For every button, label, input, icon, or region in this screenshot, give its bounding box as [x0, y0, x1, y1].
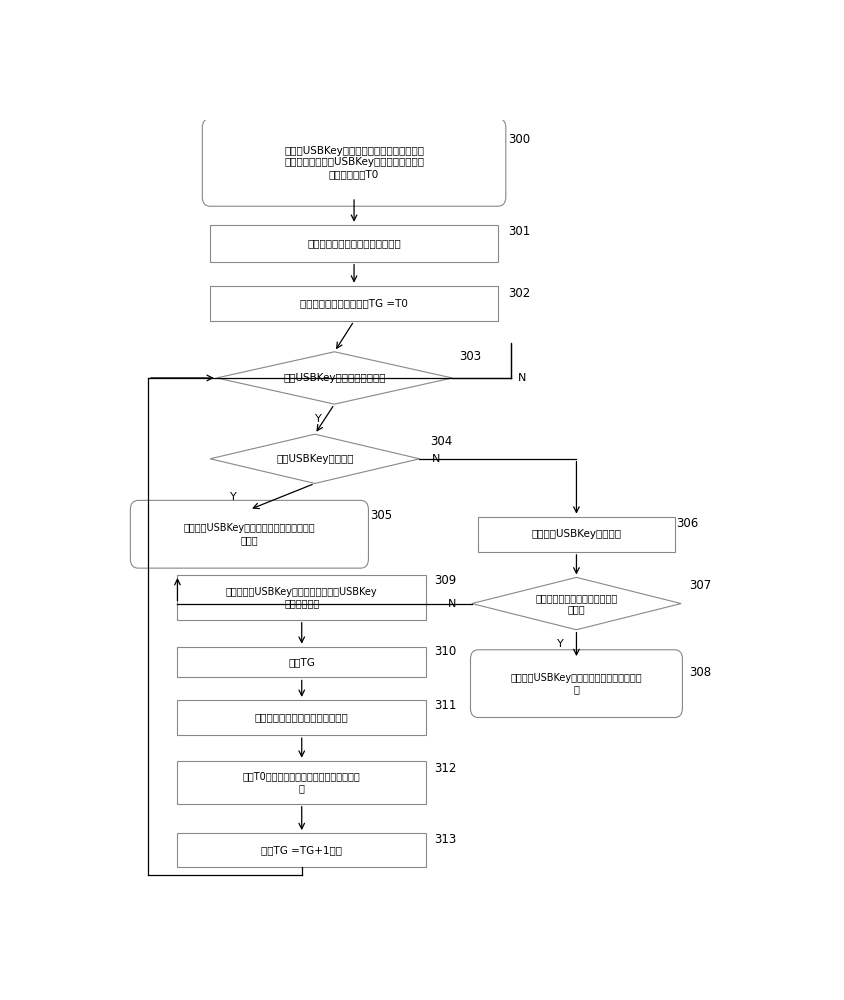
Bar	[210, 286, 498, 321]
Text: 307: 307	[690, 579, 711, 592]
Text: 301: 301	[508, 225, 530, 238]
Text: Y: Y	[230, 492, 236, 502]
Text: N: N	[431, 454, 440, 464]
Text: 读取的数据与写入的第一数据是
否相等: 读取的数据与写入的第一数据是 否相等	[535, 593, 618, 614]
Text: 302: 302	[508, 287, 530, 300]
Text: N: N	[517, 373, 526, 383]
Text: 309: 309	[435, 574, 457, 587]
Text: 判定待测USBKey掉电保护功能正常，测试结
束: 判定待测USBKey掉电保护功能正常，测试结 束	[511, 673, 642, 694]
FancyBboxPatch shape	[130, 500, 369, 568]
Text: 300: 300	[508, 133, 530, 146]
Polygon shape	[217, 352, 452, 404]
FancyBboxPatch shape	[203, 118, 506, 206]
Text: 执行对待测USBKey的写操作，向待测USBKey
发写数据指令: 执行对待测USBKey的写操作，向待测USBKey 发写数据指令	[226, 587, 377, 608]
Text: 308: 308	[690, 666, 711, 679]
Text: 303: 303	[459, 350, 481, 363]
Bar	[210, 225, 498, 262]
Text: 311: 311	[435, 699, 457, 712]
FancyBboxPatch shape	[470, 650, 683, 718]
Text: 待测USBKey是否异常: 待测USBKey是否异常	[276, 454, 354, 464]
Text: Y: Y	[315, 414, 322, 424]
Text: 310: 310	[435, 645, 457, 658]
Text: 待测USBKey是否接入到计算机: 待测USBKey是否接入到计算机	[284, 373, 386, 383]
Text: 延时TG: 延时TG	[289, 657, 315, 667]
Bar	[177, 761, 426, 804]
Polygon shape	[210, 434, 419, 483]
Text: 判定待测USBKey的掉电保护功能不正常，测
试结束: 判定待测USBKey的掉电保护功能不正常，测 试结束	[184, 523, 315, 545]
Text: 312: 312	[435, 762, 457, 775]
Text: 向待测USBKey写入与后续测试时不同的第二
数据，并测量待测USBKey读第二数据的时间
，设此时间为T0: 向待测USBKey写入与后续测试时不同的第二 数据，并测量待测USBKey读第二…	[284, 146, 424, 179]
Text: 304: 304	[430, 435, 453, 448]
Bar	[177, 700, 426, 735]
Text: 313: 313	[435, 833, 457, 846]
Bar	[177, 833, 426, 867]
Text: 向控制器发闭合继电器的控制命令: 向控制器发闭合继电器的控制命令	[307, 238, 401, 248]
Polygon shape	[472, 577, 681, 630]
Bar	[177, 647, 426, 677]
Text: 设置TG =TG+1毫秒: 设置TG =TG+1毫秒	[262, 845, 342, 855]
Text: Y: Y	[557, 639, 564, 649]
Text: 向控制器发断开继电器的控制命令: 向控制器发断开继电器的控制命令	[255, 713, 349, 723]
Text: 设置继电器闭合保持时间TG =T0: 设置继电器闭合保持时间TG =T0	[300, 298, 408, 308]
Bar	[177, 575, 426, 620]
Text: N: N	[448, 599, 457, 609]
Text: 延时T0后，向控制器发闭合继电器的控制命
令: 延时T0后，向控制器发闭合继电器的控制命 令	[243, 771, 360, 793]
Text: 读取待测USBKey中的数据: 读取待测USBKey中的数据	[532, 529, 621, 539]
Text: 305: 305	[370, 509, 392, 522]
Bar	[479, 517, 674, 552]
Text: 306: 306	[676, 517, 698, 530]
